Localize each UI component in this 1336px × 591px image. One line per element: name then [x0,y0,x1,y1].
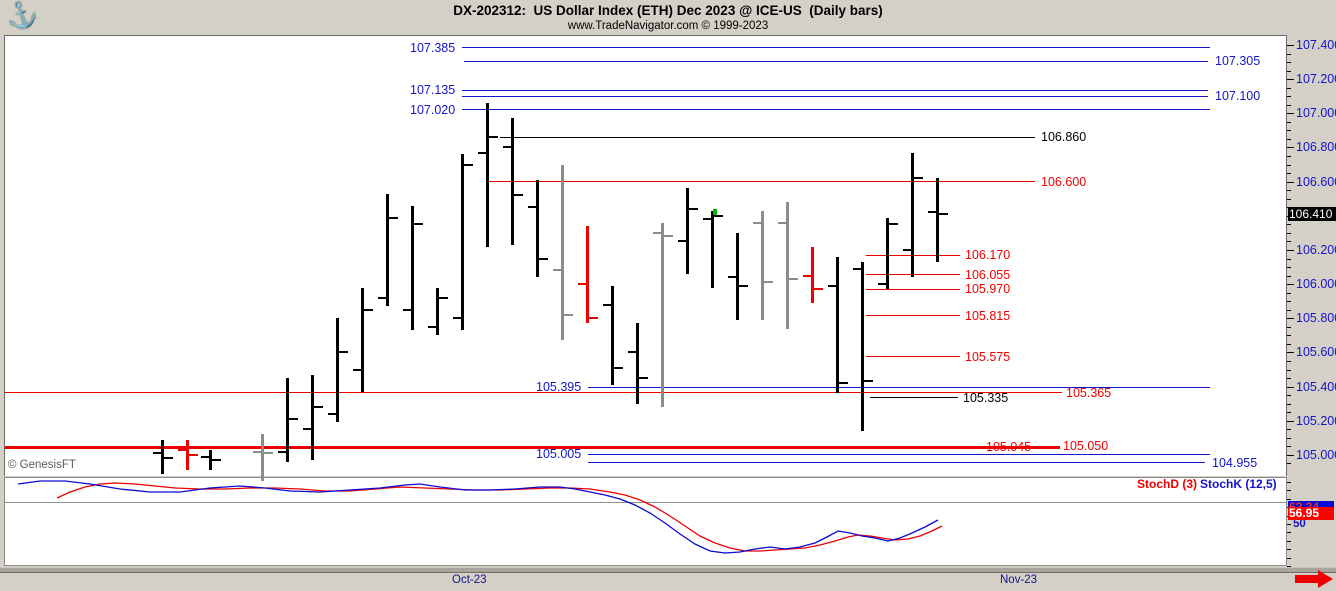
stoch-50-label: 50 [1293,518,1306,530]
time-axis-label: Oct-23 [452,574,487,586]
stochd-value-box: 56.95 [1288,507,1334,520]
copyright-label: © GenesisFT [8,459,76,471]
chart-subtitle: www.TradeNavigator.com © 1999-2023 [567,20,769,32]
scroll-right-button[interactable] [1294,569,1334,589]
horizontal-scrollbar[interactable] [0,567,1336,573]
last-price-box: 106.410 [1288,207,1336,221]
chart-title: DX-202312: US Dollar Index (ETH) Dec 202… [453,3,883,18]
main-chart-panel[interactable] [4,35,1287,476]
title-bar: ⚓ DX-202312: US Dollar Index (ETH) Dec 2… [0,0,1336,35]
stochk-legend-label: StochK (12,5) [1200,477,1277,491]
stochastic-panel[interactable] [4,477,1287,566]
price-axis[interactable] [1287,35,1336,566]
right-arrow-icon [1295,570,1333,588]
time-axis-label: Nov-23 [1000,574,1038,586]
stochd-legend-label: StochD (3) [1137,477,1197,491]
